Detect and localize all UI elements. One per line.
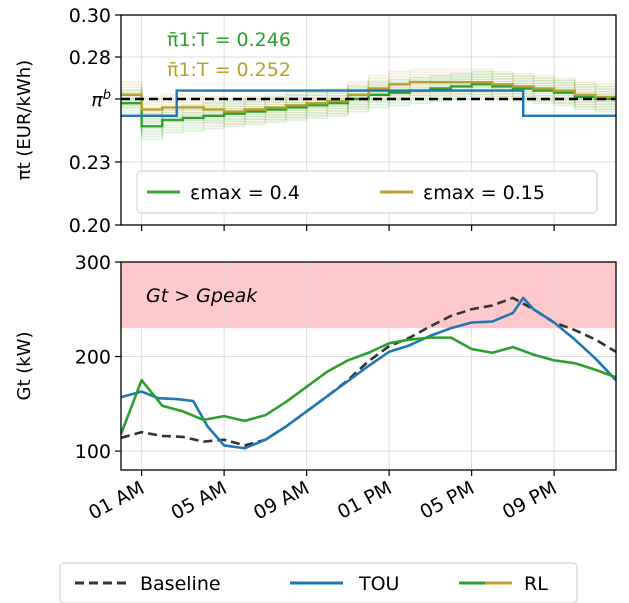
bottom-x-ticks: 01 AM 05 AM 09 AM 01 PM 05 PM 09 PM [85, 470, 560, 524]
top-legend: εmax = 0.4 εmax = 0.15 [136, 170, 598, 214]
bottom-legend: Baseline TOU RL [59, 562, 578, 603]
top-y-ticks: 0.30 0.28 πb 0.23 0.20 [69, 5, 555, 237]
bottom-xtick-label-5: 09 PM [499, 477, 561, 524]
top-price-series [121, 81, 616, 128]
bottom-xtick-label-0: 01 AM [85, 477, 148, 524]
price-fan-trace-0-10 [121, 70, 616, 115]
top-ytick-label-3: 0.23 [69, 152, 111, 174]
price-fan-trace-1-10 [121, 68, 616, 100]
top-ytick-label-2: πb [91, 88, 111, 112]
price-fan-trace-1-2 [121, 88, 616, 120]
bottom-xtick-label-4: 05 PM [416, 477, 478, 524]
annotation-mean-rl-04: π̄1:T = 0.246 [167, 29, 291, 51]
legend-label-tou: TOU [358, 573, 399, 595]
price-fan-trace-1-8 [121, 73, 616, 105]
price-fan-trace-0-3 [121, 88, 616, 133]
price-fan-trace-1-0 [121, 94, 616, 125]
top-ytick-label-0: 0.30 [69, 5, 111, 27]
top-y-axis-label: πt (EUR/kWh) [14, 60, 35, 180]
bottom-xtick-label-2: 09 AM [250, 477, 313, 524]
peak-region [121, 262, 616, 329]
bottom-y-axis-label: Gt (kW) [14, 332, 35, 401]
bottom-ytick-label-1: 200 [75, 347, 111, 369]
bottom-plot-frame [120, 261, 617, 471]
price-fan-trace-0-2 [121, 91, 616, 135]
bottom-ytick-label-2: 300 [75, 252, 111, 274]
load-series-tou [120, 296, 617, 450]
peak-region-label: Gt > Gpeak [146, 285, 258, 307]
bottom-y-ticks: 100 200 300 [75, 252, 121, 463]
legend-label-baseline: Baseline [140, 573, 221, 595]
legend-label-eps015: εmax = 0.15 [423, 182, 545, 204]
bottom-grid-panel: 100 200 300 01 AM 05 AM 09 AM 01 PM 05 PM 09 PM… [14, 252, 617, 524]
top-ytick-label-4: 0.20 [69, 215, 111, 237]
load-series-baseline [120, 296, 617, 447]
top-legend-box [136, 170, 598, 214]
tou-price-line [121, 89, 616, 117]
bottom-xtick-label-3: 01 PM [334, 477, 396, 524]
top-ytick-label-1: 0.28 [69, 47, 111, 69]
bottom-load-series [119, 296, 617, 450]
top-plot-frame [120, 14, 617, 226]
top-price-panel: 0.30 0.28 πb 0.23 0.20 πt (EUR/kWh) π̄1:T = … [14, 5, 617, 237]
legend-label-rl: RL [524, 573, 548, 595]
price-fan-trace-0-0 [121, 96, 616, 140]
price-fan-trace-0-9 [121, 73, 616, 118]
bottom-xtick-label-1: 05 AM [168, 477, 231, 524]
load-series-rl [119, 336, 617, 435]
bottom-ytick-label-0: 100 [75, 441, 111, 463]
price-series-1 [121, 81, 616, 113]
legend-label-eps04: εmax = 0.4 [190, 182, 300, 204]
annotation-mean-rl-015: π̄1:T = 0.252 [167, 59, 291, 81]
